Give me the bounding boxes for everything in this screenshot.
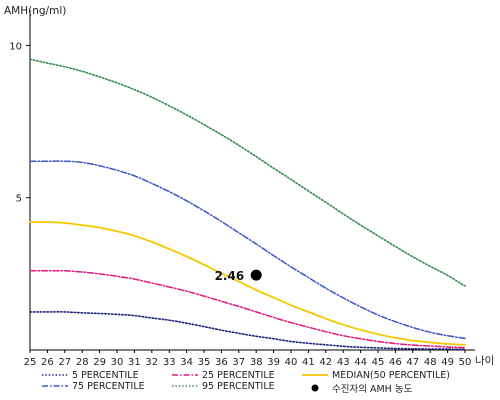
series-line-75-percentile (29, 160, 466, 340)
x-tick-label: 30 (111, 357, 124, 368)
x-tick-label: 39 (267, 357, 280, 368)
x-tick-label: 35 (198, 357, 211, 368)
x-tick-label: 47 (406, 357, 419, 368)
x-tick-label: 31 (128, 357, 141, 368)
series-line-5-percentile (29, 311, 466, 351)
x-axis-label: 나이 (475, 355, 494, 367)
legend: 5 PERCENTILE 25 PERCENTILE MEDIAN(50 PERCE… (42, 370, 450, 395)
x-tick-label: 48 (424, 357, 437, 368)
x-tick-label: 41 (302, 357, 315, 368)
patient-amh-value-label: 2.46 (215, 269, 245, 283)
x-tick-label: 43 (337, 357, 350, 368)
x-tick-label: 33 (163, 357, 176, 368)
y-axis-label: AMH(ng/ml) (4, 5, 66, 17)
x-tick-label: 40 (285, 357, 298, 368)
x-tick-label: 26 (41, 357, 54, 368)
legend-label: 5 PERCENTILE (72, 370, 139, 381)
series-line-25-percentile (29, 269, 466, 349)
y-tick-label: 10 (9, 41, 22, 52)
x-tick-label: 46 (389, 357, 402, 368)
x-tick-label: 28 (76, 357, 89, 368)
x-tick-label: 36 (215, 357, 228, 368)
x-tick-label: 34 (180, 357, 193, 368)
y-tick-label: 5 (16, 194, 22, 205)
legend-label: MEDIAN(50 PERCENTILE) (332, 370, 450, 381)
x-tick-label: 38 (250, 357, 263, 368)
legend-label: 25 PERCENTILE (202, 370, 275, 381)
x-tick-label: 27 (58, 357, 71, 368)
x-tick-label: 32 (145, 357, 158, 368)
series-line-median-50-percentile- (29, 221, 466, 346)
plot-area: 5 10 25 26 27 28 29 30 31 32 33 34 35 36 37 38 39 40 41 42 4… (9, 10, 475, 368)
x-tick-label: 42 (319, 357, 332, 368)
legend-label: 75 PERCENTILE (72, 381, 145, 392)
legend-label: 95 PERCENTILE (202, 381, 275, 392)
x-tick-label: 45 (372, 357, 385, 368)
x-tick-label: 37 (232, 357, 245, 368)
x-tick-label: 50 (459, 357, 472, 368)
x-tick-label: 29 (93, 357, 106, 368)
x-tick-label: 44 (354, 357, 367, 368)
patient-amh-marker (250, 269, 262, 281)
legend-marker-dot (311, 384, 319, 392)
x-tick-label: 25 (24, 357, 37, 368)
legend-marker-label: 수진자의 AMH 농도 (332, 384, 413, 395)
x-tick-label: 49 (441, 357, 454, 368)
series-line-95-percentile (29, 58, 466, 287)
